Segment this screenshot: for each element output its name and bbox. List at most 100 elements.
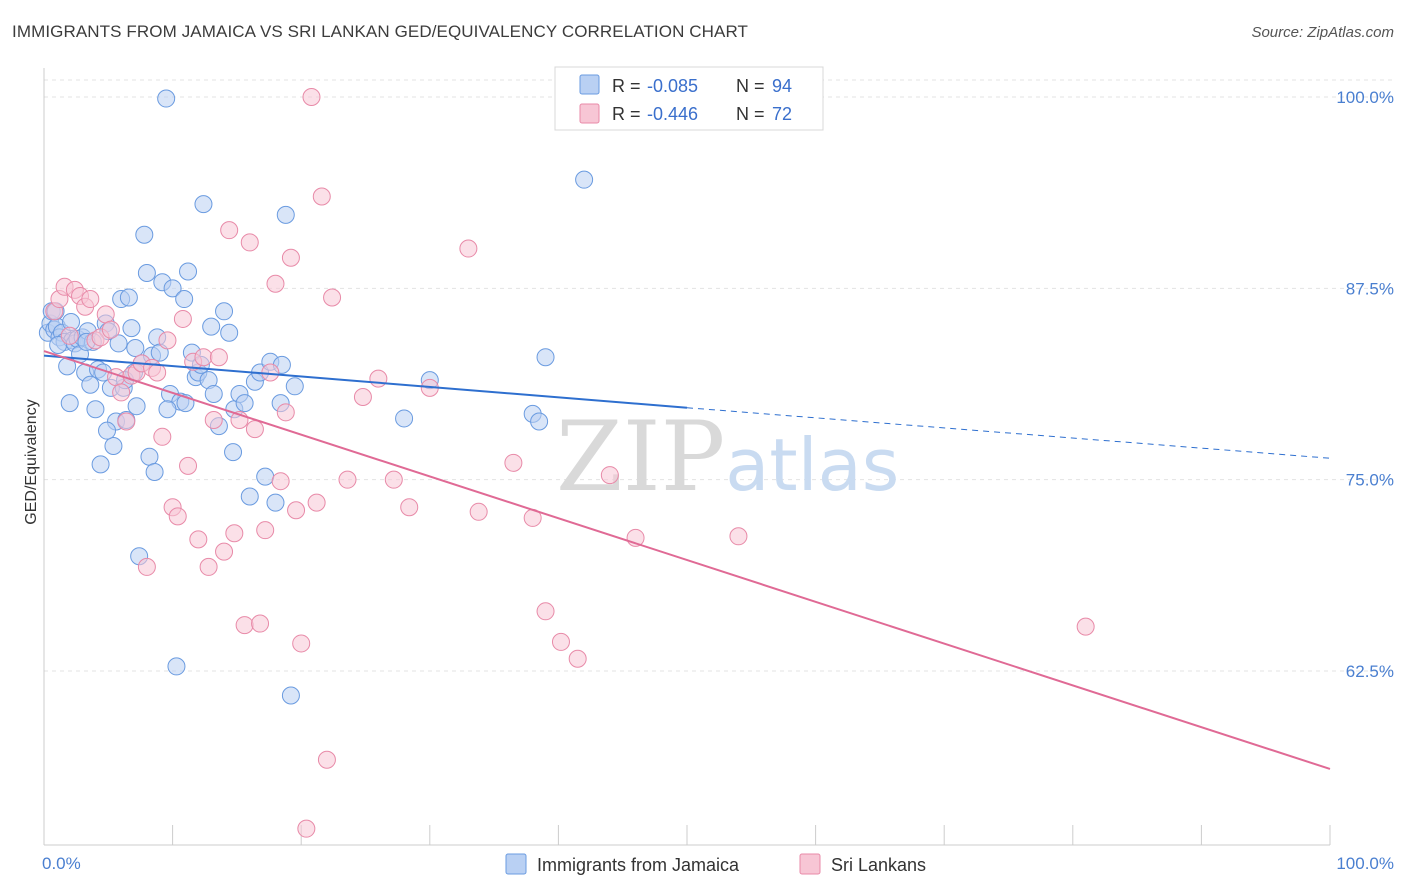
point-1-50 — [302, 88, 321, 106]
x-tick-label-min: 0.0% — [42, 854, 81, 873]
point-0-33 — [122, 319, 141, 338]
point-0-68 — [256, 467, 275, 486]
series-layer — [38, 88, 1095, 838]
point-0-82 — [98, 421, 117, 440]
point-1-71 — [1076, 617, 1095, 636]
y-axis-title: GED/Equivalency — [23, 399, 40, 524]
point-0-91 — [395, 409, 414, 428]
point-1-41 — [256, 521, 275, 540]
point-0-28 — [109, 334, 128, 353]
y-tick-label-0: 100.0% — [1336, 88, 1394, 107]
point-0-83 — [158, 400, 177, 419]
point-1-51 — [307, 493, 326, 512]
legend-n-label-srilankan: N = — [736, 104, 765, 124]
trend-line-0 — [43, 354, 688, 409]
point-0-56 — [194, 195, 213, 214]
point-1-31 — [204, 410, 223, 429]
point-1-63 — [504, 453, 523, 472]
point-1-38 — [240, 233, 259, 252]
watermark-atlas: atlas — [725, 423, 899, 507]
point-1-7 — [81, 290, 100, 309]
chart-title: IMMIGRANTS FROM JAMAICA VS SRI LANKAN GE… — [12, 22, 749, 41]
trend-line-1 — [43, 350, 1331, 770]
point-0-90 — [202, 317, 221, 336]
legend-n-value-jamaica: 94 — [772, 76, 792, 96]
point-0-17 — [81, 375, 100, 394]
point-1-43 — [266, 274, 285, 293]
point-0-32 — [119, 288, 138, 307]
legend-box — [554, 66, 824, 131]
point-0-61 — [220, 323, 239, 342]
point-0-40 — [140, 447, 159, 466]
point-1-54 — [323, 288, 342, 307]
point-1-47 — [287, 501, 306, 520]
point-0-73 — [281, 686, 300, 705]
point-0-65 — [240, 487, 259, 506]
series-1 — [45, 88, 1095, 838]
source-label: Source: ZipAtlas.com — [1251, 24, 1394, 41]
point-1-39 — [245, 420, 264, 439]
watermark-zip: ZIP — [556, 401, 725, 513]
point-1-11 — [101, 320, 120, 339]
y-tick-label-2: 75.0% — [1346, 471, 1394, 490]
point-0-51 — [175, 290, 194, 309]
correlation-legend: R = -0.085 N = 94 R = -0.446 N = 72 — [554, 66, 824, 131]
point-0-48 — [163, 279, 182, 298]
legend-r-value-srilankan: -0.446 — [647, 104, 698, 124]
legend-r-value-jamaica: -0.085 — [647, 76, 698, 96]
point-0-35 — [127, 397, 146, 416]
point-0-86 — [224, 443, 243, 462]
gridlines — [44, 79, 1394, 672]
point-0-87 — [285, 377, 304, 396]
legend-swatch-srilankan — [579, 103, 600, 124]
point-1-34 — [220, 221, 239, 240]
point-0-70 — [266, 493, 285, 512]
point-1-46 — [281, 248, 300, 267]
point-1-10 — [96, 305, 115, 324]
point-0-49 — [167, 657, 186, 676]
series-legend-label-srilankan: Sri Lankans — [831, 855, 926, 875]
point-1-24 — [168, 507, 187, 526]
point-1-21 — [153, 427, 172, 446]
point-1-25 — [173, 309, 192, 328]
point-0-39 — [137, 264, 156, 283]
legend-n-label-jamaica: N = — [736, 76, 765, 96]
point-1-22 — [158, 331, 177, 350]
point-1-52 — [312, 187, 331, 206]
x-tick-label-max: 100.0% — [1336, 854, 1394, 873]
point-1-28 — [189, 530, 208, 549]
point-1-18 — [137, 557, 156, 576]
point-0-81 — [126, 339, 145, 358]
point-1-66 — [551, 632, 570, 651]
point-0-21 — [91, 455, 110, 474]
point-1-67 — [568, 649, 587, 668]
legend-swatch-jamaica — [579, 74, 600, 95]
point-1-32 — [209, 348, 228, 367]
point-0-46 — [157, 89, 176, 108]
point-0-60 — [215, 302, 234, 321]
point-0-52 — [179, 262, 198, 281]
point-0-74 — [536, 348, 555, 367]
y-tick-label-1: 87.5% — [1346, 279, 1394, 298]
point-0-72 — [276, 205, 295, 224]
trend-extension-0 — [686, 407, 1331, 459]
point-1-20 — [148, 363, 167, 382]
point-1-13 — [112, 383, 131, 402]
y-tick-labels: 100.0% 87.5% 75.0% 62.5% — [1336, 88, 1394, 681]
point-1-30 — [199, 557, 218, 576]
point-0-75 — [575, 170, 594, 189]
point-1-44 — [271, 472, 290, 491]
point-1-29 — [194, 348, 213, 367]
point-1-58 — [384, 470, 403, 489]
watermark: ZIPatlas — [556, 401, 899, 513]
point-1-48 — [292, 634, 311, 653]
point-1-3 — [60, 326, 79, 345]
point-0-26 — [104, 436, 123, 455]
point-1-55 — [338, 470, 357, 489]
series-legend-swatch-srilankan — [799, 853, 821, 875]
point-1-62 — [469, 502, 488, 521]
point-0-42 — [145, 463, 164, 482]
point-1-14 — [117, 412, 136, 431]
point-0-38 — [135, 225, 154, 244]
